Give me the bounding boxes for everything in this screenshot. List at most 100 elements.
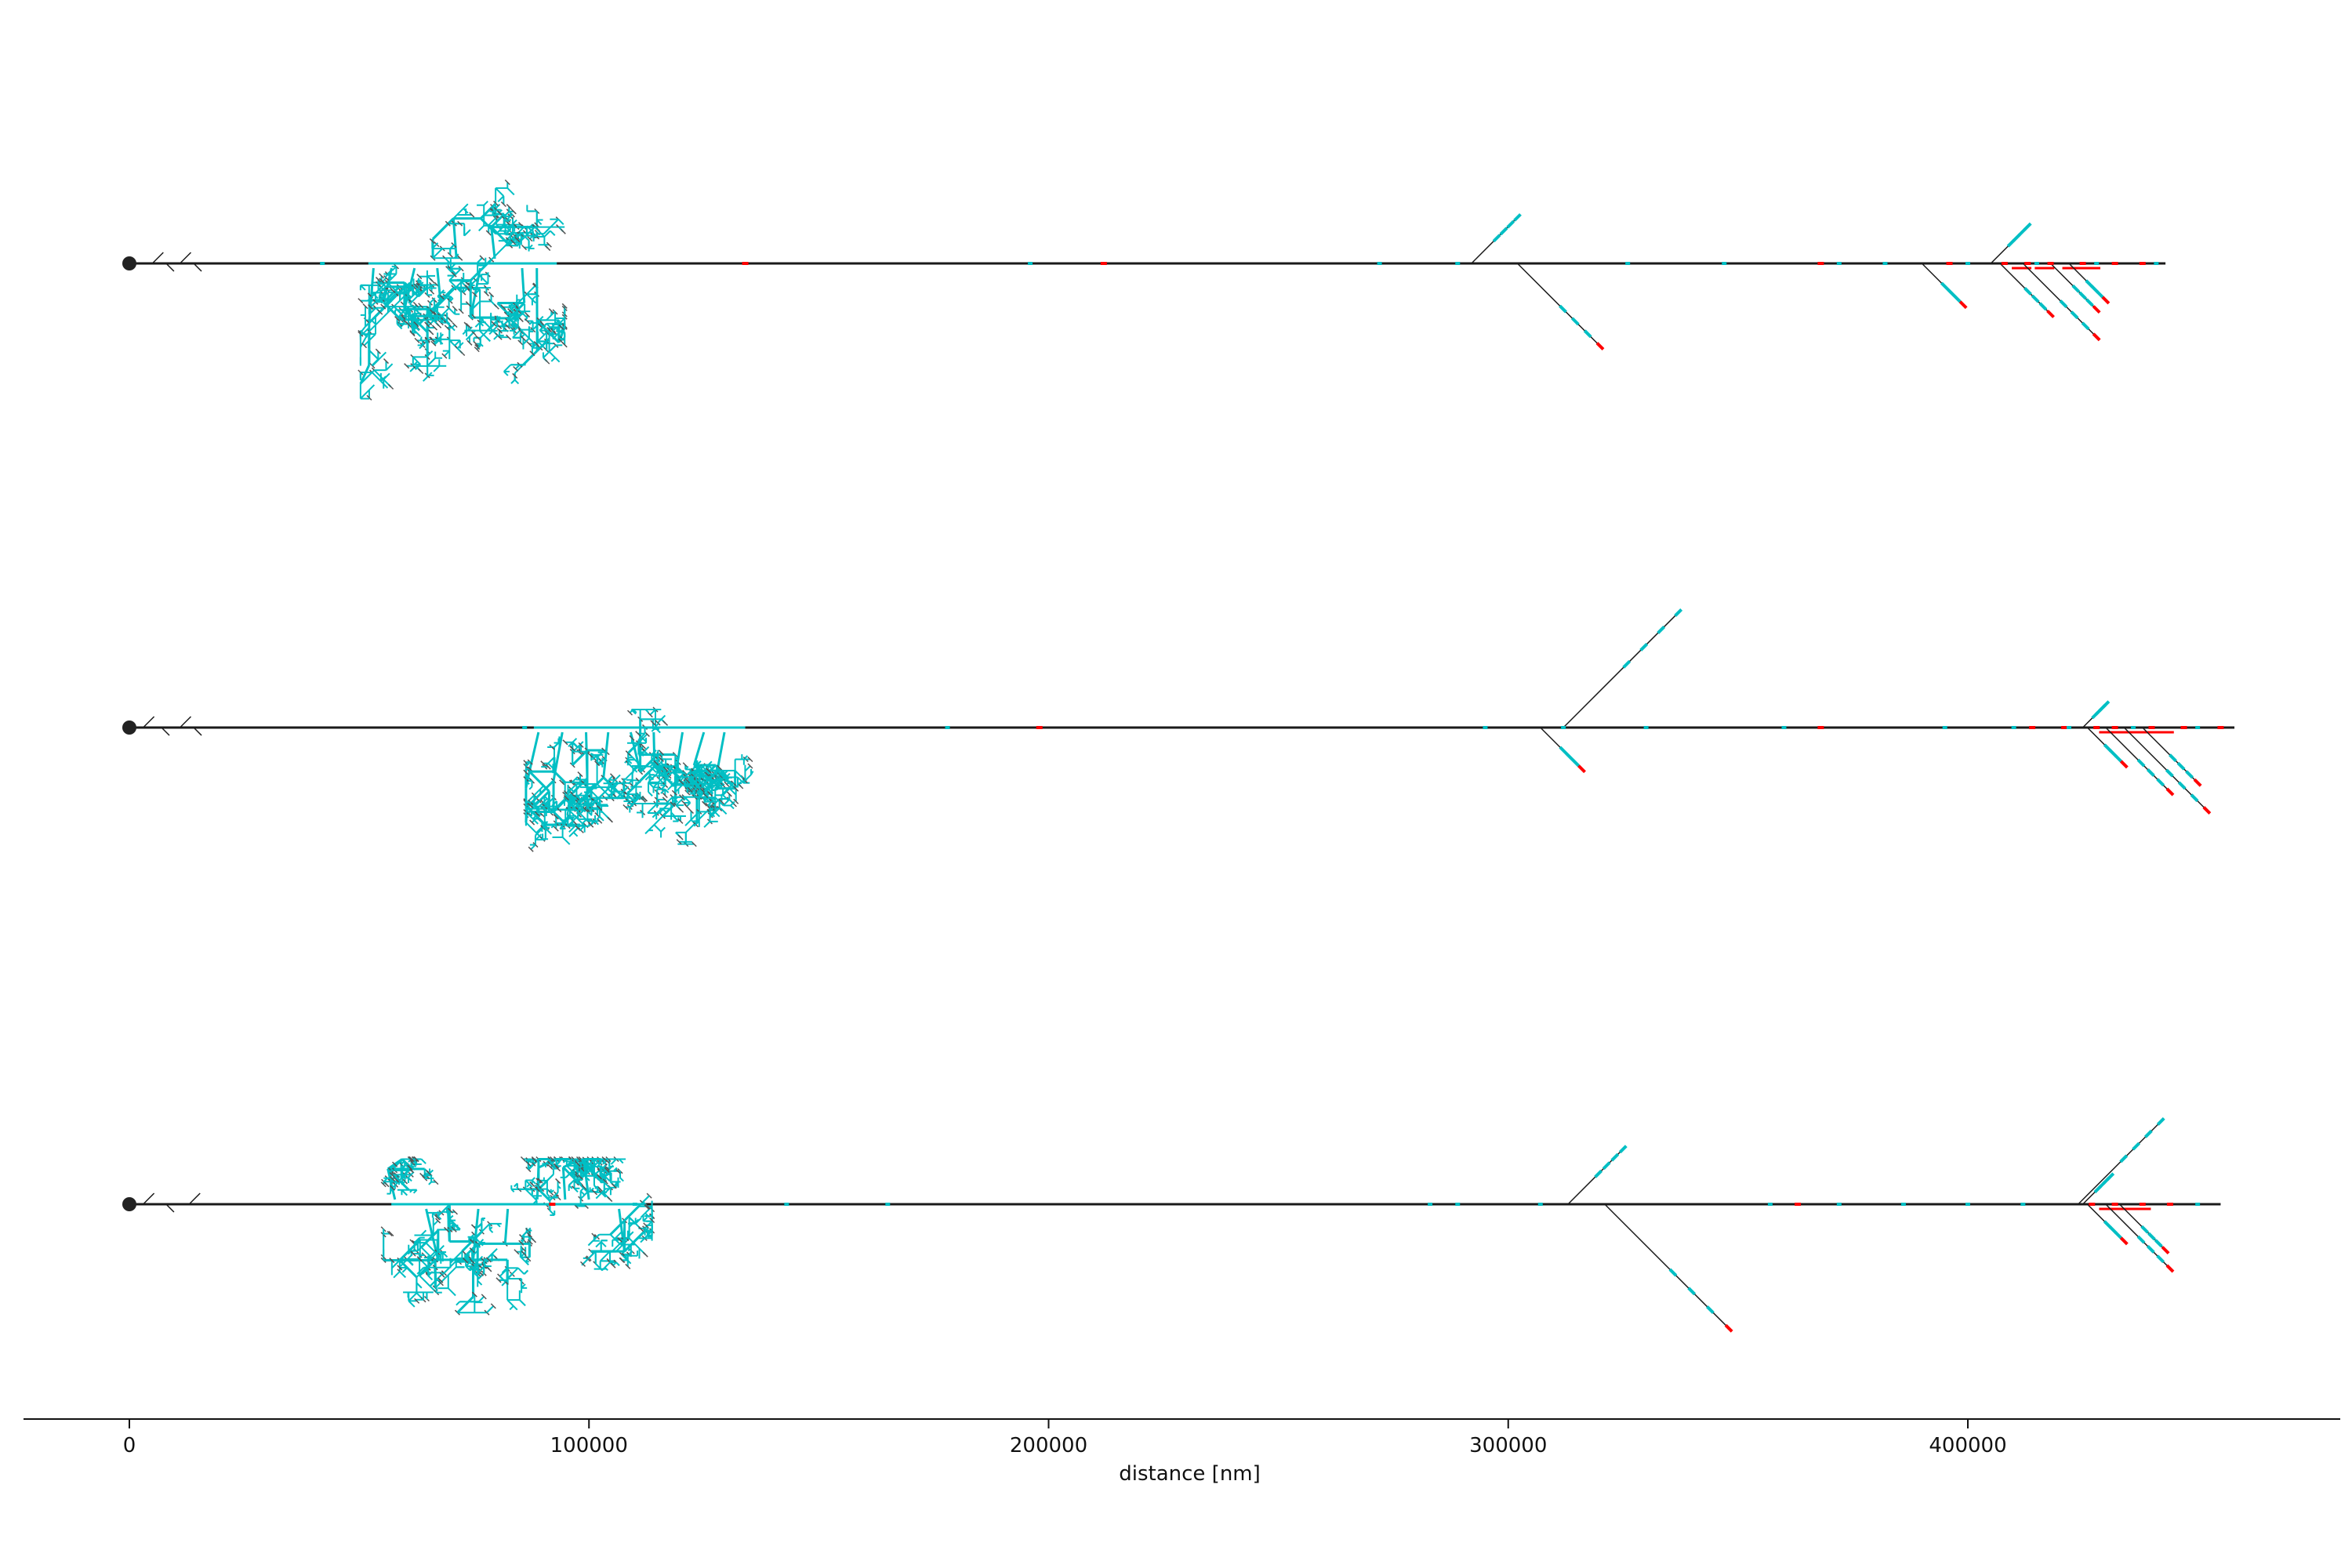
dendrite-segment: [676, 773, 681, 778]
dendrite-segment: [389, 291, 398, 300]
spine-mark: [447, 317, 453, 323]
dendrite-segment: [648, 791, 653, 797]
dendrite-segment: [453, 268, 462, 277]
dendrite-segment: [499, 1268, 508, 1277]
spine-mark: [408, 1156, 414, 1163]
branch-marker: [2185, 770, 2194, 779]
spine-mark: [428, 329, 434, 336]
spine-mark: [383, 1181, 390, 1188]
dendrite-segment: [546, 1193, 550, 1198]
spine-mark: [431, 297, 437, 303]
neuron-1: [122, 179, 2166, 401]
dendrite-segment: [737, 776, 744, 784]
dendrite-segment: [611, 774, 621, 784]
spine-mark: [434, 1214, 441, 1221]
dendrite-segment: [720, 781, 725, 786]
spine-mark: [596, 805, 603, 811]
dendrite-segment: [600, 1241, 607, 1247]
dendrite-segment: [532, 1195, 538, 1201]
dendrite-segment: [429, 1279, 437, 1287]
spine-mark: [404, 363, 410, 369]
dendrite-segment: [604, 1181, 612, 1189]
spine-mark: [375, 348, 381, 354]
spine-mark: [426, 1170, 432, 1176]
dendrite-segment: [596, 815, 601, 821]
dendrite-segment: [437, 1244, 445, 1253]
dendrite-segment: [627, 743, 638, 754]
spine-mark: [529, 350, 535, 357]
dendrite-segment: [451, 324, 456, 328]
dendrite-segment: [477, 273, 489, 285]
dendrite-segment: [523, 1229, 529, 1236]
dendrite-segment: [557, 1185, 561, 1189]
spine-mark: [610, 1262, 616, 1269]
branch-marker: [1952, 294, 1962, 303]
dendrite-segment: [713, 782, 719, 787]
neurons-layer: [122, 179, 2235, 1333]
spine-mark: [443, 1226, 450, 1232]
dendrite-segment: [448, 307, 456, 315]
dendrite-segment: [648, 824, 655, 831]
spine-mark: [706, 790, 713, 797]
spine-mark: [457, 255, 463, 261]
dendrite-segment: [677, 782, 684, 789]
dendrite-segment: [374, 299, 393, 318]
dendrite-segment: [750, 771, 754, 775]
dendrite-segment: [561, 1167, 567, 1200]
dendrite-segment: [387, 273, 397, 284]
dendrite-segment: [515, 310, 519, 314]
dendrite-segment: [684, 766, 689, 771]
spine-mark: [607, 1196, 613, 1203]
spine-mark: [678, 807, 684, 813]
soma-branch-tick: [165, 1203, 175, 1213]
spine-mark: [535, 811, 541, 818]
spine-mark: [447, 252, 453, 258]
dendrite-segment: [369, 301, 376, 308]
dendrite-segment: [628, 1237, 641, 1250]
soma-root-marker: [122, 1197, 136, 1211]
spine-mark: [640, 743, 646, 750]
branch-marker: [2202, 806, 2212, 815]
dendrite-segment: [587, 1250, 597, 1260]
dendrite-segment: [699, 771, 706, 779]
dendrite-segment: [496, 318, 505, 326]
dendrite-segment: [503, 371, 509, 376]
branch-marker: [2143, 1129, 2153, 1138]
branch-marker: [1687, 1287, 1697, 1296]
dendrite-segment: [548, 350, 556, 358]
spine-mark: [500, 304, 506, 310]
dendrite-segment: [573, 1158, 586, 1171]
branch-marker: [2012, 233, 2021, 242]
dendrite-segment: [572, 831, 579, 837]
spine-mark: [490, 1303, 496, 1309]
spine-mark: [458, 308, 464, 314]
spine-mark: [555, 1178, 561, 1184]
dendrite-segment: [513, 1305, 518, 1311]
branch-marker: [2119, 760, 2129, 769]
spine-mark: [561, 303, 568, 309]
dendrite-segment: [539, 315, 544, 321]
soma-branch-tick: [161, 727, 170, 736]
branch-marker: [2147, 1232, 2156, 1241]
dendrite-segment: [546, 314, 553, 321]
dendrite-segment: [660, 826, 666, 833]
dendrite-segment: [416, 1267, 425, 1275]
dendrite-segment: [470, 1233, 475, 1238]
spine-mark: [393, 1177, 399, 1183]
dendrite-segment: [547, 808, 553, 815]
spine-mark: [389, 1185, 396, 1191]
spine-mark: [389, 1258, 395, 1264]
dendrite-segment: [660, 789, 666, 794]
dendrite-segment: [619, 1177, 624, 1182]
branch-marker: [1657, 626, 1666, 634]
dendrite-segment: [416, 309, 421, 315]
dendrite-segment: [396, 323, 403, 330]
x-axis-label: distance [nm]: [1119, 1462, 1261, 1486]
dendrite-segment: [481, 1218, 485, 1221]
dendrite-segment: [685, 768, 693, 777]
branch-marker: [2031, 294, 2040, 303]
branch-marker: [1577, 764, 1586, 774]
dendrite-segment: [568, 808, 579, 820]
dendrite-segment: [401, 1174, 407, 1179]
dendrite-segment: [419, 1258, 437, 1277]
